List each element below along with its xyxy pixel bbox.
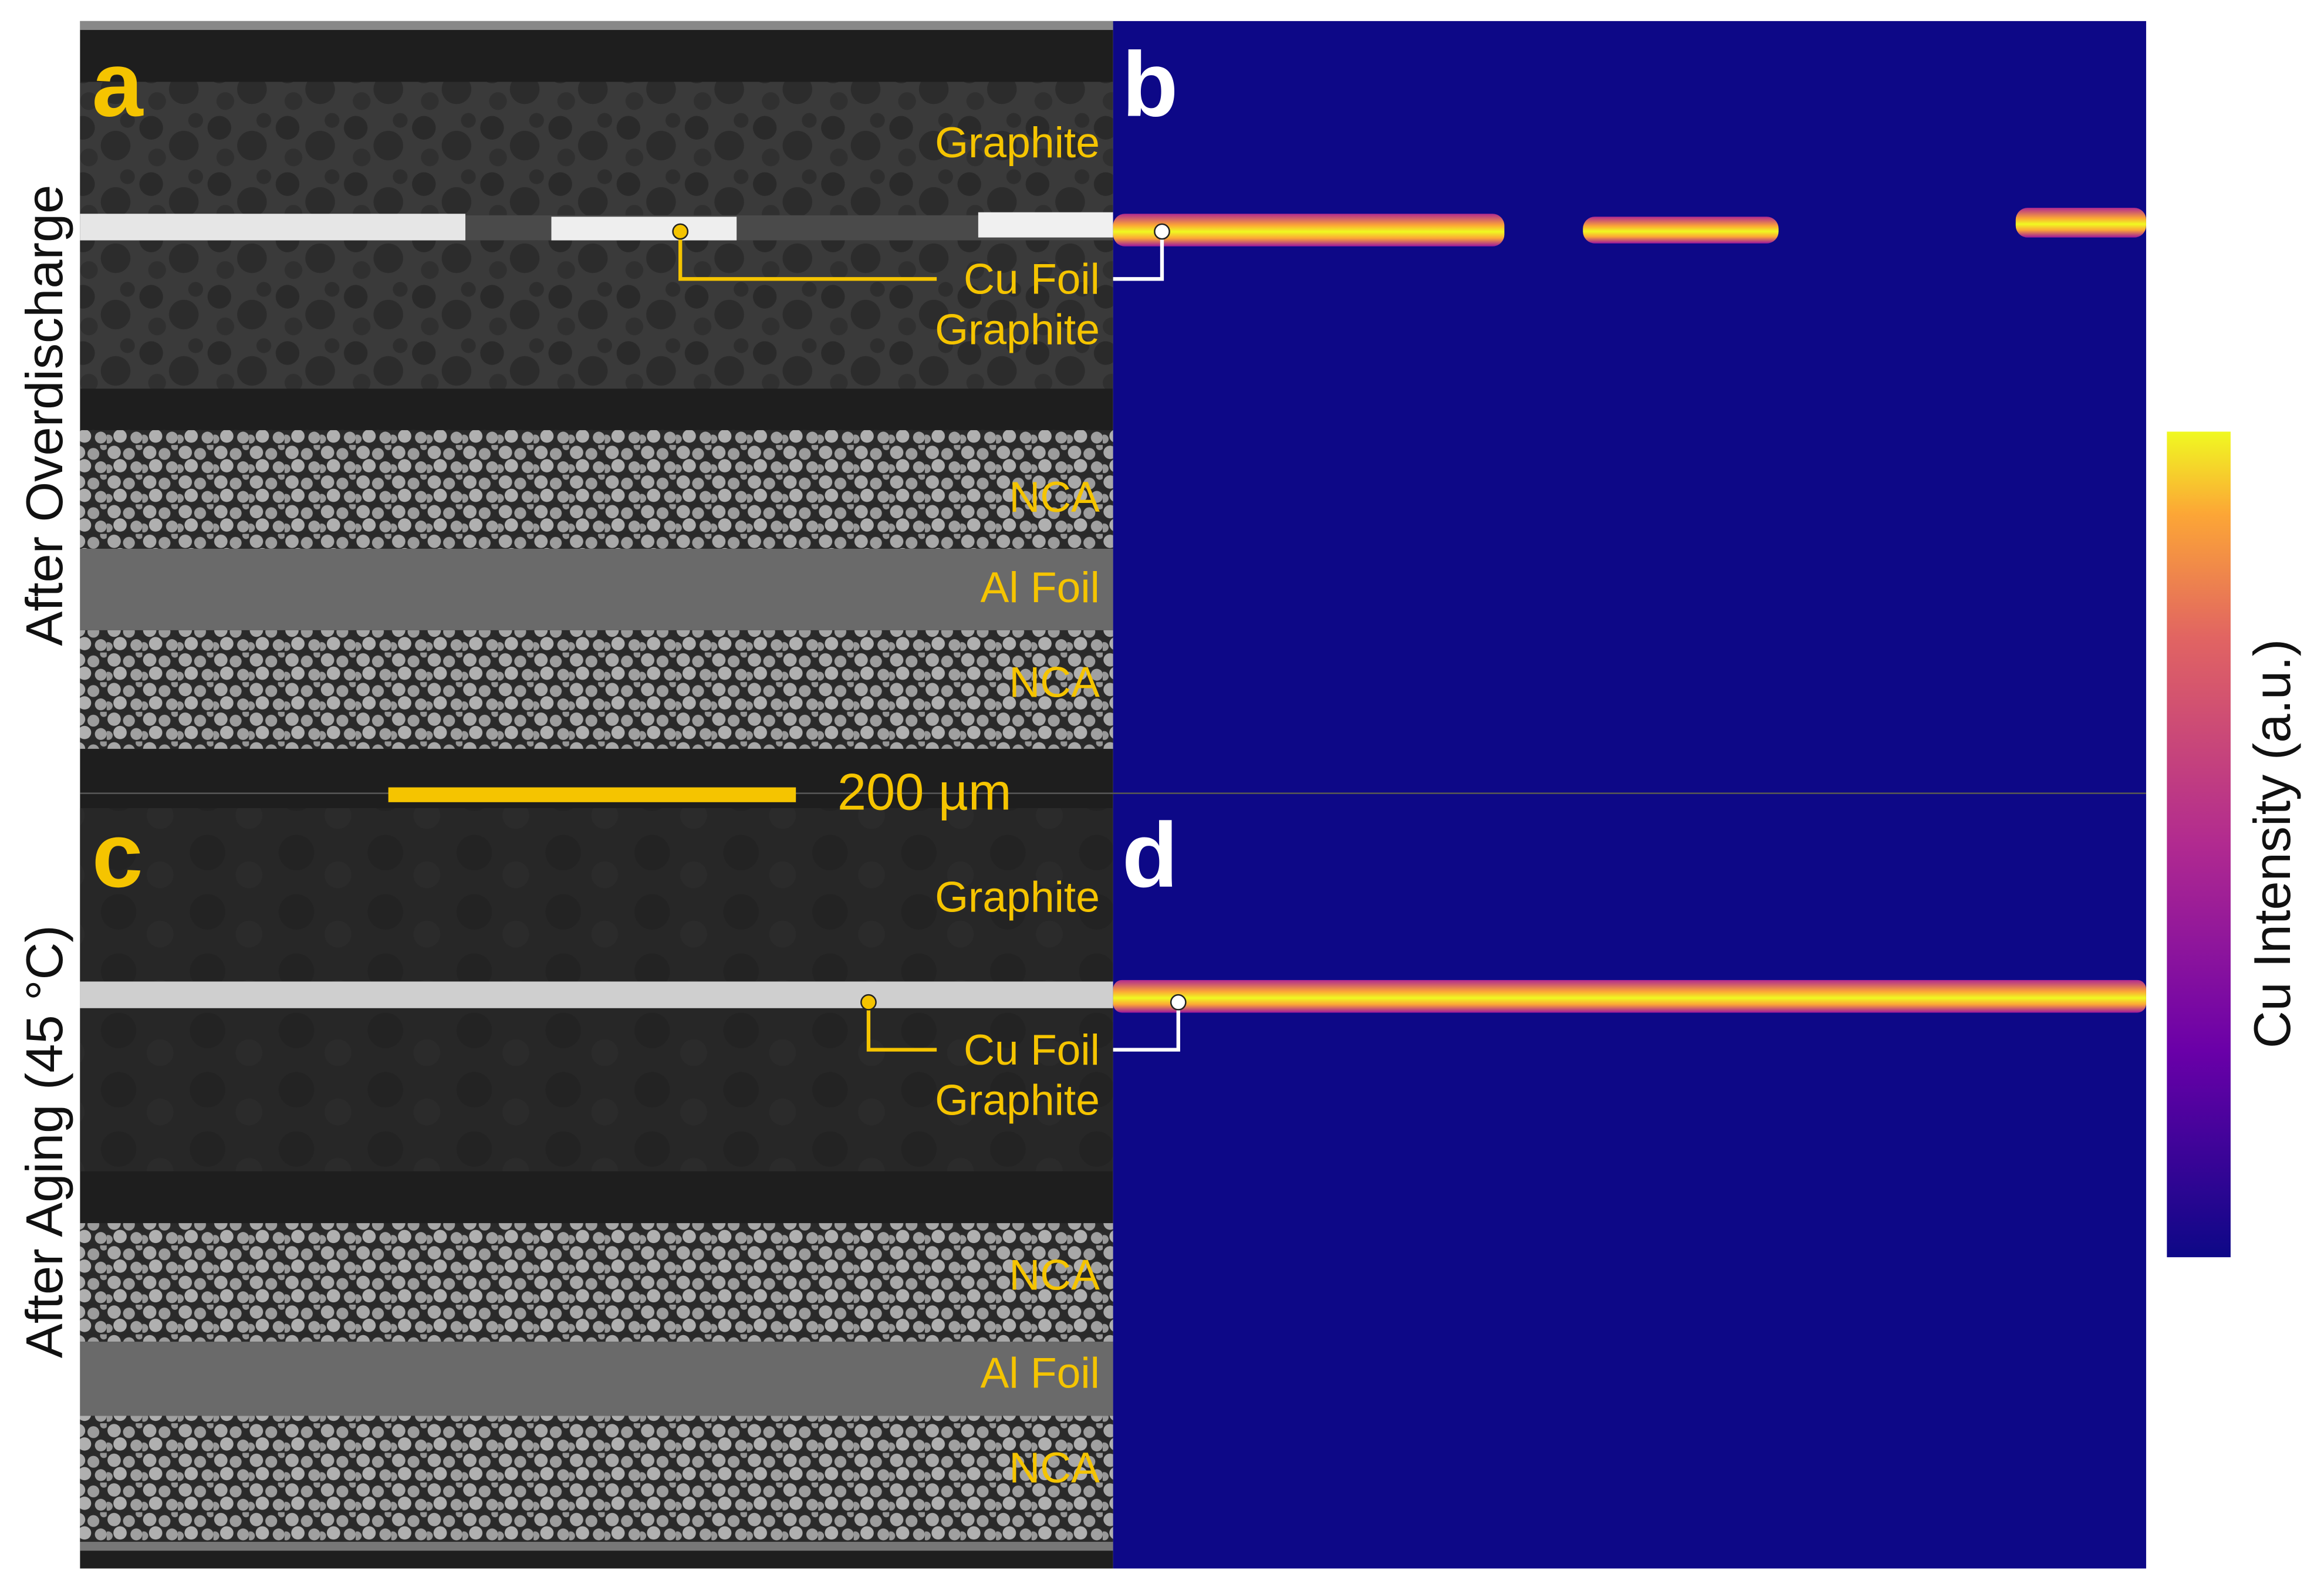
panel-letter: c (92, 804, 143, 907)
marker (1170, 994, 1187, 1011)
layer-label: Cu Foil (964, 255, 1100, 303)
colorbar-label: Cu Intensity (a.u.) (2243, 639, 2301, 1048)
scale-bar (388, 787, 796, 802)
marker (1154, 223, 1170, 240)
scale-bar-label: 200 µm (837, 762, 1012, 820)
layer-label: Graphite (935, 119, 1100, 167)
layer-label: NCA (1009, 1444, 1100, 1492)
layer-label: Graphite (935, 873, 1100, 921)
panel-letter: d (1122, 804, 1178, 907)
sem-panel-c (80, 793, 1113, 1569)
layer-label: Al Foil (980, 1349, 1099, 1397)
panel-letter: a (92, 33, 144, 136)
sem-panel-a (80, 21, 1113, 793)
colorbar (2167, 431, 2231, 1258)
layer-label: NCA (1009, 658, 1100, 707)
cu-map-d (1113, 793, 2146, 1569)
row-label: After Aging (45 °C) (15, 925, 73, 1358)
marker (860, 994, 877, 1011)
panel-letter: b (1122, 33, 1178, 136)
layer-label: Cu Foil (964, 1026, 1100, 1074)
callouts (678, 231, 1180, 1052)
marker (672, 223, 689, 240)
row-label: After Overdischarge (15, 185, 73, 646)
layer-label: NCA (1009, 1251, 1100, 1299)
cu-map-b (1113, 21, 2146, 793)
layer-label: Al Foil (980, 563, 1099, 612)
layer-label: Graphite (935, 305, 1100, 353)
layer-label: Graphite (935, 1076, 1100, 1124)
layer-label: NCA (1009, 473, 1100, 521)
